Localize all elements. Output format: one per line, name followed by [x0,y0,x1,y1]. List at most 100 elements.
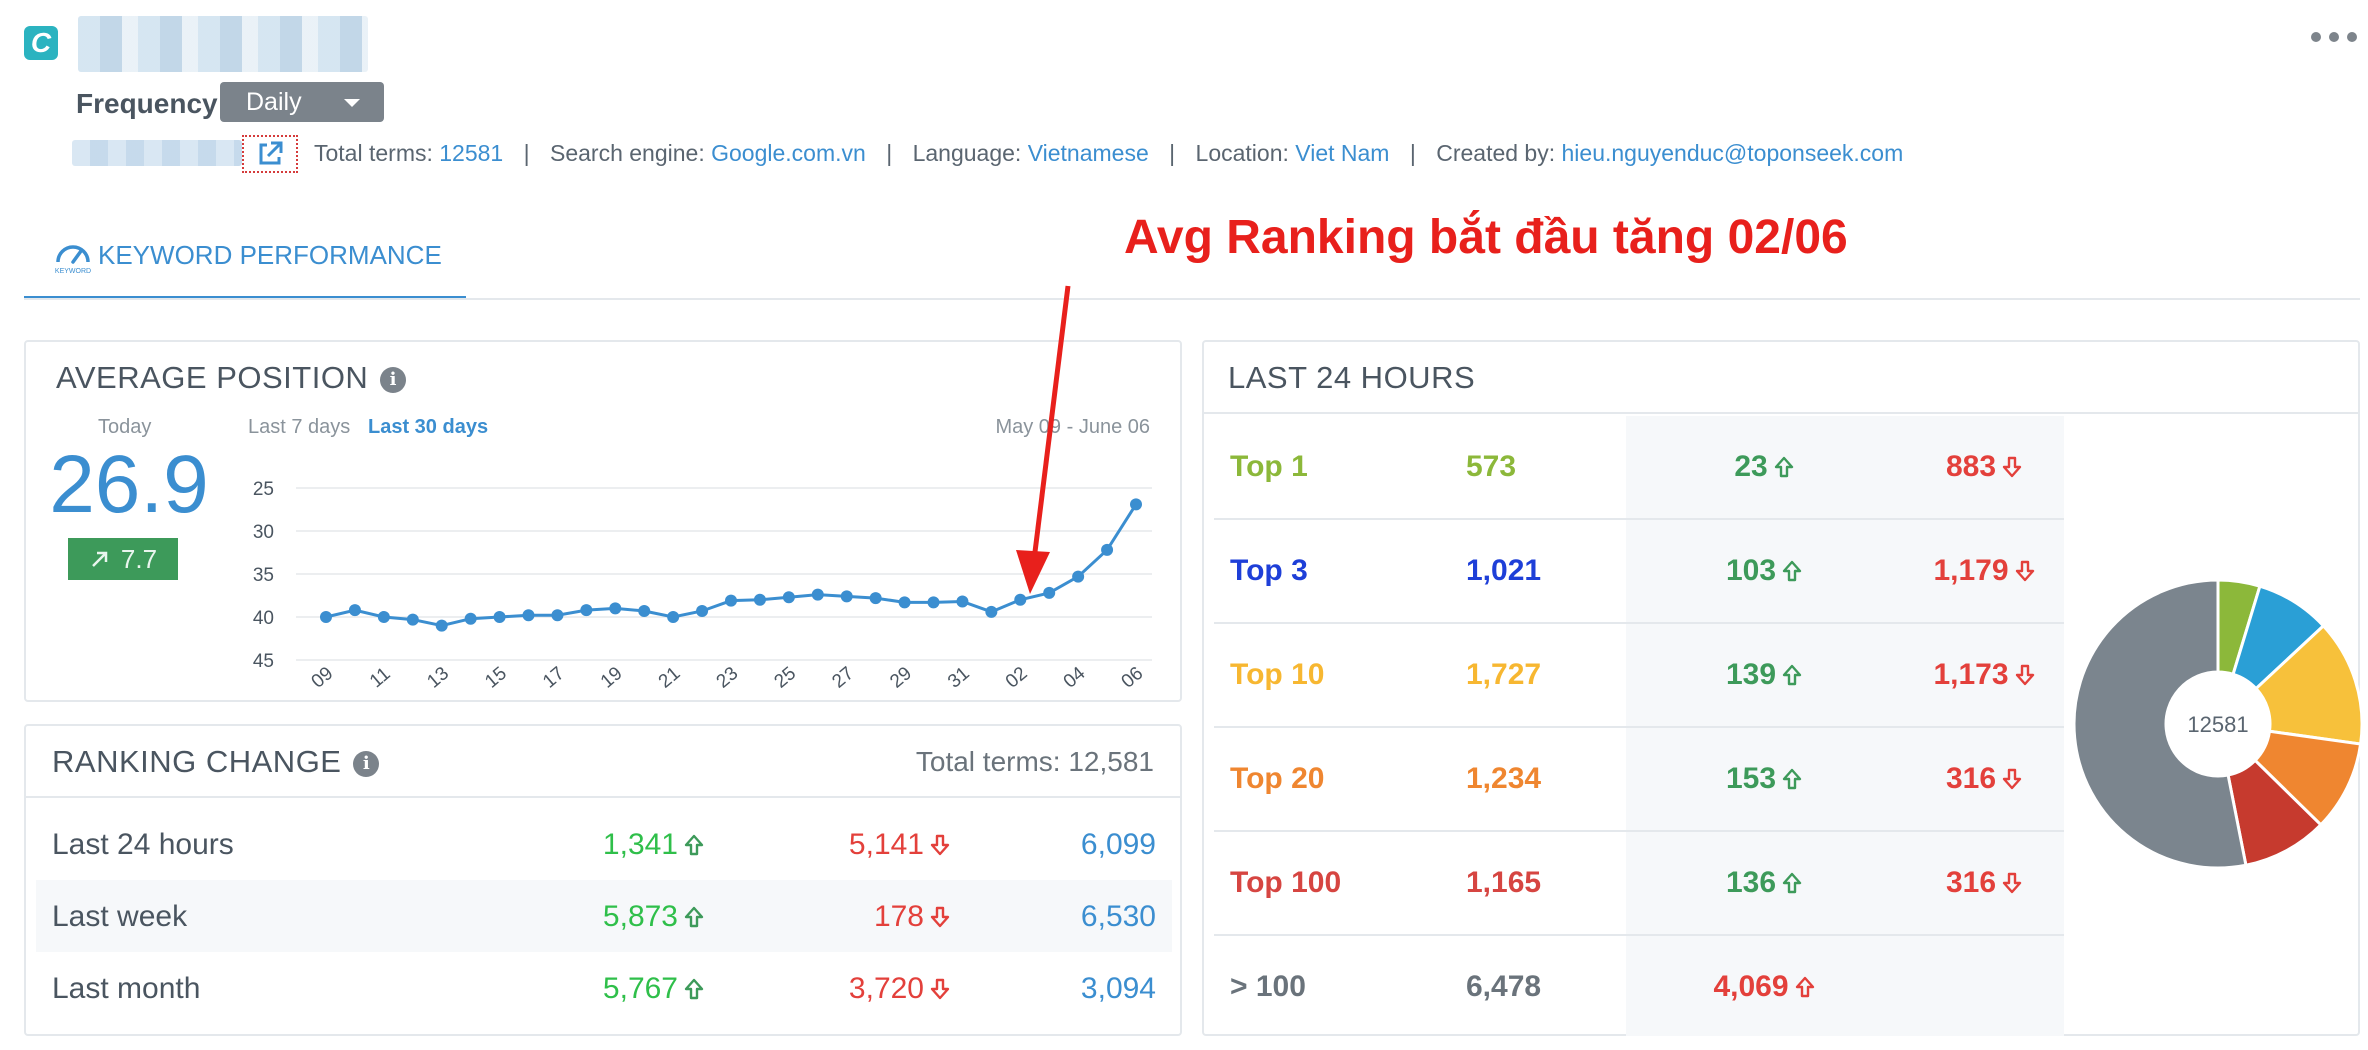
range-last-30-days[interactable]: Last 30 days [368,416,489,438]
search-engine-value: Google.com.vn [711,140,866,166]
y-tick-label: 45 [253,651,274,672]
frequency-dropdown[interactable]: Daily [220,82,384,122]
average-position-title-text: AVERAGE POSITION [56,360,369,395]
project-title-blurred [78,16,368,72]
avg-position-point[interactable] [1130,498,1142,511]
pie-center-label: 12581 [2187,712,2248,737]
tab-icon-caption: KEYWORD [55,268,91,275]
y-tick-label: 35 [253,565,274,586]
tab-label: KEYWORD PERFORMANCE [98,240,442,270]
speedometer-icon: KEYWORD [55,245,91,275]
arrow-down-icon [930,834,950,856]
annotation-label: Avg Ranking bắt đầu tăng 02/06 [1124,211,1848,264]
x-tick-label: 25 [770,663,800,693]
separator: | [523,140,530,166]
last-24-hours-row: Top 10 1,727 139 1,173 [1214,624,2064,728]
avg-position-point[interactable] [1014,593,1027,606]
ranking-row-last-week: Last week 5,873 178 6,530 [36,880,1172,952]
last-24-hours-row: Top 1 573 23 883 [1214,416,2064,520]
search-engine-label: Search engine: [550,140,705,166]
avg-position-point[interactable] [811,588,824,601]
tier-change-up: 136 [1704,866,1824,900]
avg-position-point[interactable] [956,595,969,608]
info-icon[interactable]: i [353,751,380,777]
arrow-down-icon [2002,872,2022,894]
avg-position-point[interactable] [348,604,361,617]
x-tick-label: 21 [655,663,685,693]
tier-count: 1,234 [1466,762,1542,795]
ranking-change-panel: RANKING CHANGE i Total terms: 12,581 Last… [24,724,1182,1036]
avg-position-point[interactable] [320,611,332,623]
ranking-up-value: 5,767 [603,972,704,1006]
last-24-hours-title: LAST 24 HOURS [1228,360,1476,395]
avg-position-point[interactable] [840,590,853,603]
ranking-total-value: 3,094 [1080,972,1156,1005]
tier-count: 1,727 [1466,658,1542,691]
ranking-up-value: 5,873 [603,900,704,934]
separator: | [1409,140,1416,166]
separator: | [1169,140,1176,166]
arrow-down-icon [2015,664,2034,686]
ranking-row-label: Last 24 hours [52,828,234,861]
avg-position-point[interactable] [985,605,998,618]
position-change-value: 7.7 [120,543,158,574]
x-tick-label: 23 [713,663,743,693]
avg-position-point[interactable] [869,592,882,605]
more-options-icon[interactable] [2304,22,2364,52]
avg-position-point[interactable] [435,619,448,632]
frequency-value: Daily [246,88,302,116]
last-24-hours-divider [1204,412,2358,414]
arrow-up-icon [684,834,704,856]
x-tick-label: 29 [886,663,916,693]
ranking-row-label: Last month [52,972,201,1005]
ranking-total-value: 6,099 [1080,828,1156,861]
tier-change-down: 316 [1914,762,2054,796]
avg-position-point[interactable] [609,602,622,615]
total-terms-value: 12581 [439,140,504,166]
tier-change-down: 1,179 [1914,554,2054,588]
avg-position-point[interactable] [898,596,911,609]
created-by-email[interactable]: hieu.nguyenduc@toponseek.com [1561,140,1904,166]
avg-position-point[interactable] [1072,570,1085,583]
tier-count: 1,165 [1466,866,1542,899]
info-icon[interactable]: i [380,367,407,393]
avg-position-point[interactable] [522,609,535,622]
external-link-icon[interactable] [242,135,298,173]
avg-position-point[interactable] [638,604,651,617]
y-tick-label: 40 [253,608,274,629]
tier-change-down: 316 [1914,866,2054,900]
arrow-up-icon [1782,560,1802,582]
last-24-hours-row: Top 100 1,165 136 316 [1214,832,2064,936]
avg-position-point[interactable] [1101,543,1114,556]
avg-position-point[interactable] [493,611,506,623]
avg-position-point[interactable] [551,609,564,622]
tab-keyword-performance[interactable]: KEYWORD KEYWORD PERFORMANCE [24,220,466,300]
avg-position-point[interactable] [1043,586,1056,599]
tier-label: Top 10 [1230,658,1325,691]
ranking-divider [26,796,1180,798]
avg-position-point[interactable] [464,612,477,625]
avg-position-point[interactable] [667,611,680,623]
avg-position-point[interactable] [406,613,419,626]
range-last-7-days[interactable]: Last 7 days [248,416,351,438]
total-terms-label: Total terms: [314,140,433,166]
avg-position-point[interactable] [753,593,766,606]
ranking-up-value: 1,341 [603,828,704,862]
avg-position-point[interactable] [927,596,940,609]
average-position-panel: AVERAGE POSITION i Today 26.9 7.7 Last 7 … [24,340,1182,702]
avg-position-point[interactable] [377,611,390,623]
tier-change-up: 103 [1704,554,1824,588]
avg-position-point[interactable] [782,591,795,604]
avg-position-point[interactable] [580,604,593,617]
x-tick-label: 31 [944,663,974,693]
pie-slice[interactable] [2253,623,2362,746]
project-url-blurred[interactable] [72,140,242,166]
arrow-down-icon [2002,768,2022,790]
top-distribution-pie: 12581 [2072,578,2362,870]
x-tick-label: 15 [481,663,511,693]
avg-position-point[interactable] [725,594,737,607]
avg-position-point[interactable] [696,604,709,617]
arrow-down-icon [2002,456,2022,478]
pie-slice[interactable] [2072,578,2248,870]
last-24-hours-row: > 100 6,478 4,069 [1214,936,2064,1040]
